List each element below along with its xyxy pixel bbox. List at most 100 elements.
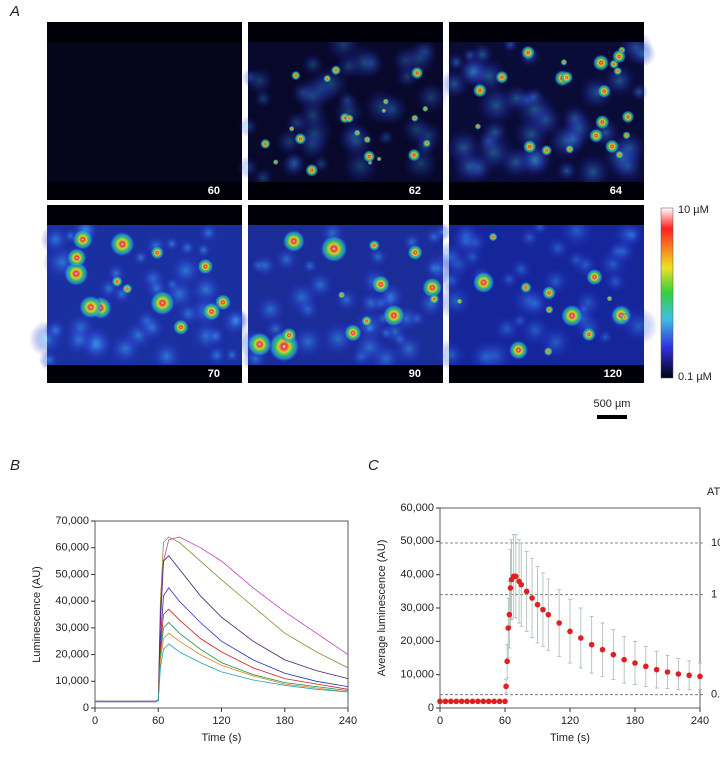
blob — [542, 285, 557, 300]
point — [567, 628, 573, 635]
glow — [294, 78, 331, 114]
blob — [606, 295, 613, 302]
point — [664, 669, 671, 675]
glow — [284, 110, 310, 135]
channel-edge — [47, 22, 242, 42]
image-panel: 60 — [47, 22, 242, 200]
blob — [422, 105, 429, 112]
glow — [621, 223, 644, 246]
blob — [361, 315, 373, 327]
blob — [410, 66, 424, 80]
blob — [620, 312, 630, 322]
y-tick-label: 50,000 — [55, 568, 89, 580]
image-label: 90 — [409, 368, 421, 380]
x-axis-title: Time (s) — [202, 732, 242, 744]
y-axis-title: Luminescence (AU) — [31, 566, 43, 663]
x-tick-label: 240 — [691, 715, 709, 727]
glow — [332, 95, 365, 128]
point — [556, 620, 562, 626]
blob — [456, 298, 463, 305]
blob — [520, 281, 532, 294]
image-panel: 64 — [439, 22, 656, 200]
point — [529, 595, 535, 601]
blob — [172, 318, 190, 336]
glow — [498, 268, 520, 290]
glow — [510, 311, 529, 330]
glow — [253, 88, 274, 109]
series-line — [95, 536, 349, 702]
channel-edge — [449, 182, 644, 200]
blob — [121, 283, 133, 295]
glow — [237, 115, 260, 138]
point — [653, 666, 660, 673]
channel-edge — [47, 182, 242, 200]
glow — [223, 346, 241, 364]
point — [448, 698, 454, 705]
x-tick-label: 120 — [561, 715, 579, 727]
blob — [149, 290, 176, 316]
blob — [323, 74, 332, 83]
glow — [451, 149, 487, 185]
series-line — [95, 587, 349, 703]
image-label: 120 — [604, 368, 622, 380]
blob — [305, 163, 319, 177]
glow — [283, 151, 306, 174]
blob — [272, 159, 279, 166]
image-panel: 90 — [236, 205, 456, 383]
glow — [391, 331, 427, 367]
blob — [343, 323, 363, 342]
blob — [371, 274, 391, 294]
x-axis-title: Time (s) — [550, 732, 590, 744]
glow — [224, 308, 248, 332]
blob — [362, 150, 376, 163]
image-label: 70 — [208, 368, 220, 380]
point — [697, 673, 703, 680]
image-panel: 62 — [236, 22, 448, 200]
point — [442, 698, 449, 705]
glow — [197, 221, 220, 244]
blob — [488, 232, 498, 242]
glow — [376, 93, 409, 126]
channel-edge — [449, 365, 644, 383]
y-tick-label: 30,000 — [400, 602, 434, 614]
series-line — [95, 632, 349, 702]
y-tick-label: 40,000 — [400, 569, 434, 581]
point — [686, 672, 692, 679]
blob — [495, 70, 509, 84]
point — [453, 698, 460, 705]
y-axis-title: Average luminescence (AU) — [376, 540, 388, 677]
glow — [630, 82, 649, 101]
y-tick-label: 60,000 — [55, 542, 89, 554]
glow — [536, 323, 575, 362]
glow — [366, 245, 390, 268]
panel-label: A — [9, 3, 20, 20]
blob — [78, 295, 103, 320]
y2-axis-title: ATP (µM) — [707, 486, 720, 498]
x-tick-label: 60 — [152, 715, 164, 727]
glow — [517, 226, 541, 250]
blob — [363, 135, 372, 144]
point — [502, 698, 508, 705]
blob — [522, 139, 537, 154]
glow — [132, 248, 150, 267]
blob — [581, 327, 597, 342]
blob — [543, 346, 553, 357]
channel-edge — [248, 205, 443, 225]
point — [458, 698, 465, 705]
x-tick-label: 0 — [92, 715, 98, 727]
point — [621, 656, 627, 663]
blob — [353, 129, 361, 137]
panel-label: C — [368, 457, 379, 474]
point — [504, 658, 510, 665]
glow — [596, 328, 614, 346]
blob — [72, 228, 94, 251]
colorbar-label: 0.1 µM — [678, 371, 712, 383]
blob — [260, 138, 271, 150]
point — [513, 573, 519, 580]
blob — [407, 148, 421, 162]
glow — [575, 154, 611, 190]
channel-edge — [449, 205, 644, 225]
blob — [319, 234, 349, 263]
series-line — [95, 643, 349, 702]
